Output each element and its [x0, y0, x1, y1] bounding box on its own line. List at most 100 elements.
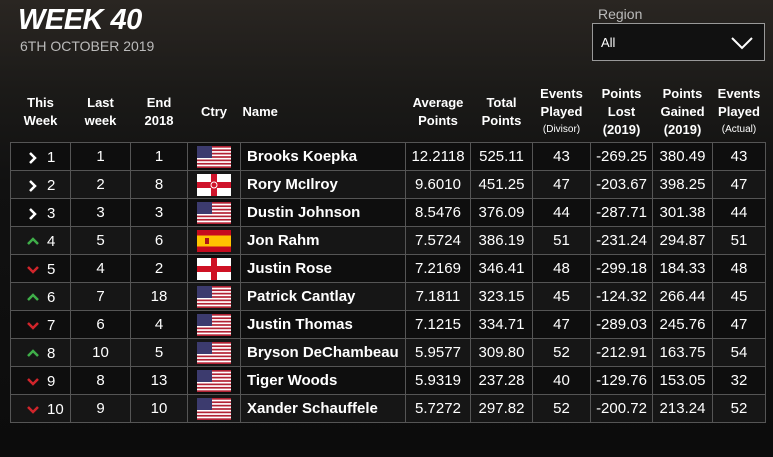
country-cell	[187, 254, 241, 283]
player-row: 3 3 3 Dustin Johnson 8.5476 376.09 44 -287.71 30…	[10, 198, 766, 227]
gained: 294.87	[652, 226, 713, 255]
gained: 245.76	[652, 310, 713, 339]
name: Tiger Woods	[240, 366, 406, 395]
player-row: 8 10 5 Bryson DeChambeau 5.9577 309.80 52 -212.…	[10, 338, 766, 367]
lost: -231.24	[590, 226, 653, 255]
column-header: End 2018	[131, 82, 188, 143]
column-label: Points Gained	[660, 86, 705, 119]
lost: -203.67	[590, 170, 653, 199]
played: 40	[532, 366, 591, 395]
country-cell	[187, 394, 241, 423]
played: 44	[532, 198, 591, 227]
average: 7.1811	[405, 282, 471, 311]
column-label: Last week	[84, 95, 117, 128]
column-note: (Divisor)	[542, 124, 581, 135]
title: WEEK 40	[18, 4, 142, 36]
total: 297.82	[470, 394, 533, 423]
actual: 47	[712, 170, 766, 199]
ranking-table: This Week Last week End 2018 Ctry Name Averag…	[10, 82, 766, 423]
lost: -269.25	[590, 142, 653, 171]
column-label: Points Lost	[601, 86, 642, 119]
end-2018: 13	[130, 366, 188, 395]
end-2018: 10	[130, 394, 188, 423]
date: 6TH OCTOBER 2019	[20, 38, 155, 54]
flag	[197, 145, 231, 168]
actual: 44	[712, 198, 766, 227]
total: 451.25	[470, 170, 533, 199]
column-label: Total Points	[481, 95, 522, 128]
this-week-cell: 4	[10, 226, 71, 255]
this-week: 5	[47, 261, 56, 278]
end-2018: 5	[130, 338, 188, 367]
last-week: 5	[70, 226, 131, 255]
trend-icon	[27, 237, 39, 245]
last-week: 4	[70, 254, 131, 283]
last-week: 1	[70, 142, 131, 171]
actual: 45	[712, 282, 766, 311]
column-header: Events Played (Divisor)	[533, 82, 591, 143]
name: Patrick Cantlay	[240, 282, 406, 311]
player-row: 2 2 8 Rory McIlroy 9.6010 451.25 47 -203.67 398.…	[10, 170, 766, 199]
average: 9.6010	[405, 170, 471, 199]
flag	[197, 173, 231, 196]
name: Rory McIlroy	[240, 170, 406, 199]
played: 52	[532, 338, 591, 367]
played: 43	[532, 142, 591, 171]
gained: 184.33	[652, 254, 713, 283]
average: 7.1215	[405, 310, 471, 339]
average: 7.2169	[405, 254, 471, 283]
column-header: Name	[241, 82, 406, 143]
name: Justin Rose	[240, 254, 406, 283]
name: Justin Thomas	[240, 310, 406, 339]
this-week: 6	[47, 289, 56, 306]
played: 47	[532, 310, 591, 339]
lost: -212.91	[590, 338, 653, 367]
total: 309.80	[470, 338, 533, 367]
this-week-cell: 6	[10, 282, 71, 311]
end-2018: 2	[130, 254, 188, 283]
this-week: 2	[47, 177, 56, 194]
this-week: 1	[47, 149, 56, 166]
this-week-cell: 5	[10, 254, 71, 283]
last-week: 8	[70, 366, 131, 395]
trend-icon	[27, 293, 39, 301]
average: 5.9319	[405, 366, 471, 395]
gained: 153.05	[652, 366, 713, 395]
this-week: 7	[47, 317, 56, 334]
filter-label: Region	[598, 6, 643, 22]
this-week-cell: 3	[10, 198, 71, 227]
actual: 52	[712, 394, 766, 423]
gained: 266.44	[652, 282, 713, 311]
column-label: Events Played	[540, 86, 583, 119]
total: 323.15	[470, 282, 533, 311]
country-cell	[187, 198, 241, 227]
lost: -200.72	[590, 394, 653, 423]
this-week: 4	[47, 233, 56, 250]
actual: 47	[712, 310, 766, 339]
column-label: Average Points	[412, 95, 464, 128]
country-cell	[187, 310, 241, 339]
name: Brooks Koepka	[240, 142, 406, 171]
name: Xander Schauffele	[240, 394, 406, 423]
total: 237.28	[470, 366, 533, 395]
country-cell	[187, 366, 241, 395]
last-week: 9	[70, 394, 131, 423]
flag	[197, 201, 231, 224]
this-week-cell: 10	[10, 394, 71, 423]
end-2018: 8	[130, 170, 188, 199]
last-week: 3	[70, 198, 131, 227]
actual: 32	[712, 366, 766, 395]
last-week: 7	[70, 282, 131, 311]
region-select[interactable]: All	[592, 23, 765, 61]
this-week-cell: 2	[10, 170, 71, 199]
this-week: 10	[47, 401, 64, 418]
trend-icon	[27, 266, 39, 274]
actual: 54	[712, 338, 766, 367]
column-header: Points Gained (2019)	[653, 82, 713, 143]
player-row: 7 6 4 Justin Thomas 7.1215 334.71 47 -289.03 245…	[10, 310, 766, 339]
average: 5.9577	[405, 338, 471, 367]
flag	[197, 313, 231, 336]
this-week: 9	[47, 373, 56, 390]
end-2018: 3	[130, 198, 188, 227]
lost: -124.32	[590, 282, 653, 311]
